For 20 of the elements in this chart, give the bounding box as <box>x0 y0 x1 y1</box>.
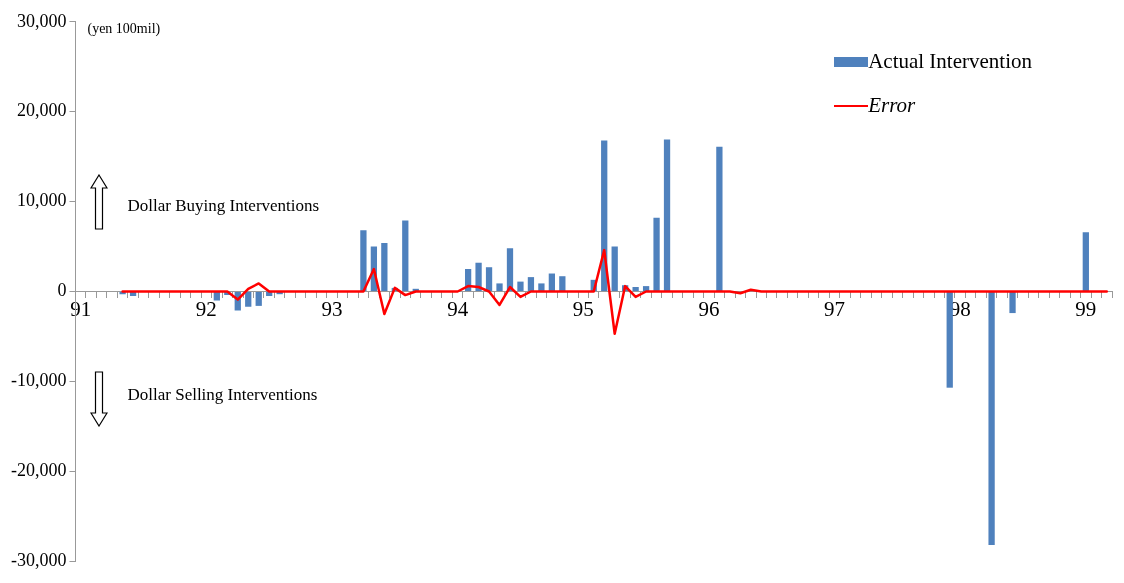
x-tick-label: 99 <box>1075 296 1097 321</box>
y-tick-label: -10,000 <box>10 370 67 391</box>
x-tick-label: 93 <box>321 296 343 321</box>
annotation: (yen 100mil) <box>87 21 161 38</box>
annotation: Dollar Selling Interventions <box>127 384 318 404</box>
annotation: Dollar Buying Interventions <box>127 195 320 215</box>
x-tick-label: 96 <box>698 296 720 321</box>
legend-label: Actual Intervention <box>868 49 1032 75</box>
y-tick-label: -30,000 <box>10 549 67 570</box>
y-tick-label: 10,000 <box>16 190 67 211</box>
x-tick-label: 97 <box>824 296 846 321</box>
y-tick-label: 0 <box>57 280 67 301</box>
x-tick-label: 92 <box>195 296 217 321</box>
y-tick-label: 30,000 <box>16 10 67 31</box>
x-tick-label: 95 <box>572 296 594 321</box>
x-tick-label: 91 <box>70 296 92 321</box>
legend-label: Error <box>868 93 916 119</box>
x-tick-label: 94 <box>447 296 469 321</box>
y-tick-label: 20,000 <box>16 100 67 121</box>
y-tick-label: -20,000 <box>10 460 67 481</box>
